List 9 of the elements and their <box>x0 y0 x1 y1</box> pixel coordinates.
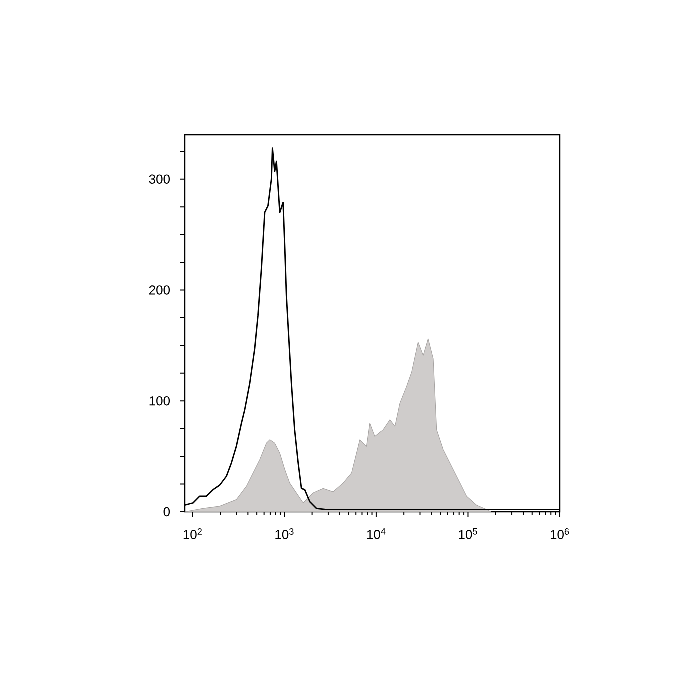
x-tick-label: 10$^{6}$ <box>550 528 570 540</box>
x-tick-label: 10$^{2}$ <box>184 528 202 540</box>
x-tick-label: 10$^{5}$ <box>459 528 478 540</box>
x-tick-label: 10$^{3}$ <box>276 528 294 540</box>
x-tick-label: 10$^{4}$ <box>367 528 386 540</box>
y-tick-label: 0 <box>164 507 170 517</box>
y-tick-label: 300 <box>149 174 170 184</box>
y-tick-label: 200 <box>149 286 170 295</box>
y-tick-label: 100 <box>150 396 170 406</box>
